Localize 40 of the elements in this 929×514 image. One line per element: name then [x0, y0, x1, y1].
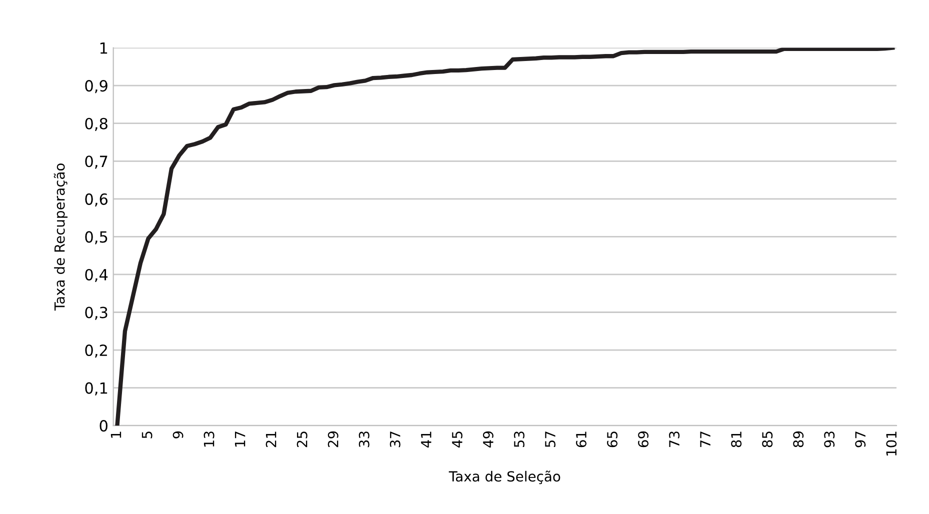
y-tick-label: 0,7 — [85, 156, 108, 169]
y-tick-label: 0,6 — [85, 193, 108, 206]
y-tick-label: 0,5 — [85, 231, 108, 244]
x-tick-label: 21 — [266, 432, 276, 448]
x-tick-label: 53 — [514, 432, 524, 448]
x-tick-label: 37 — [390, 432, 400, 448]
x-tick-label: 33 — [358, 432, 370, 448]
y-tick-label: 0,4 — [85, 268, 108, 282]
y-tick-label: 0,9 — [85, 80, 108, 94]
y-tick-label: 0,2 — [85, 344, 107, 358]
x-tick-label: 81 — [731, 432, 742, 448]
x-tick-label: 77 — [700, 432, 710, 447]
x-tick-label: 89 — [793, 431, 804, 448]
x-tick-label: 69 — [638, 431, 649, 448]
line-series — [115, 48, 895, 426]
x-tick-label: 45 — [452, 432, 462, 448]
x-axis-title: Taxa de Seleção — [448, 470, 560, 484]
x-tick-label: 13 — [204, 432, 214, 447]
x-tick-label: 9 — [172, 431, 184, 438]
x-tick-label: 85 — [762, 432, 773, 448]
x-tick-label: 61 — [576, 432, 586, 448]
x-tick-label: 93 — [824, 432, 835, 448]
y-tick-label: 1 — [100, 42, 108, 54]
y-axis-title: Taxa de Recuperação — [54, 164, 68, 311]
x-tick-label: 17 — [234, 432, 246, 447]
y-tick-label: 0 — [100, 420, 108, 432]
x-tick-label: 29 — [328, 431, 338, 448]
y-tick-label: 0,8 — [85, 118, 108, 131]
x-tick-label: 1 — [110, 432, 122, 438]
x-tick-label: 49 — [482, 431, 494, 448]
y-tick-label: 0,1 — [85, 382, 108, 396]
x-tick-label: 65 — [606, 432, 618, 448]
x-tick-label: 73 — [669, 432, 680, 447]
y-tick-label: 0,3 — [85, 306, 108, 320]
x-tick-label: 57 — [545, 432, 556, 448]
x-tick-label: 25 — [296, 432, 308, 448]
x-tick-label: 97 — [855, 432, 866, 448]
x-tick-label: 41 — [421, 432, 432, 448]
x-tick-label: 5 — [142, 432, 152, 438]
x-tick-label: 101 — [886, 432, 897, 456]
